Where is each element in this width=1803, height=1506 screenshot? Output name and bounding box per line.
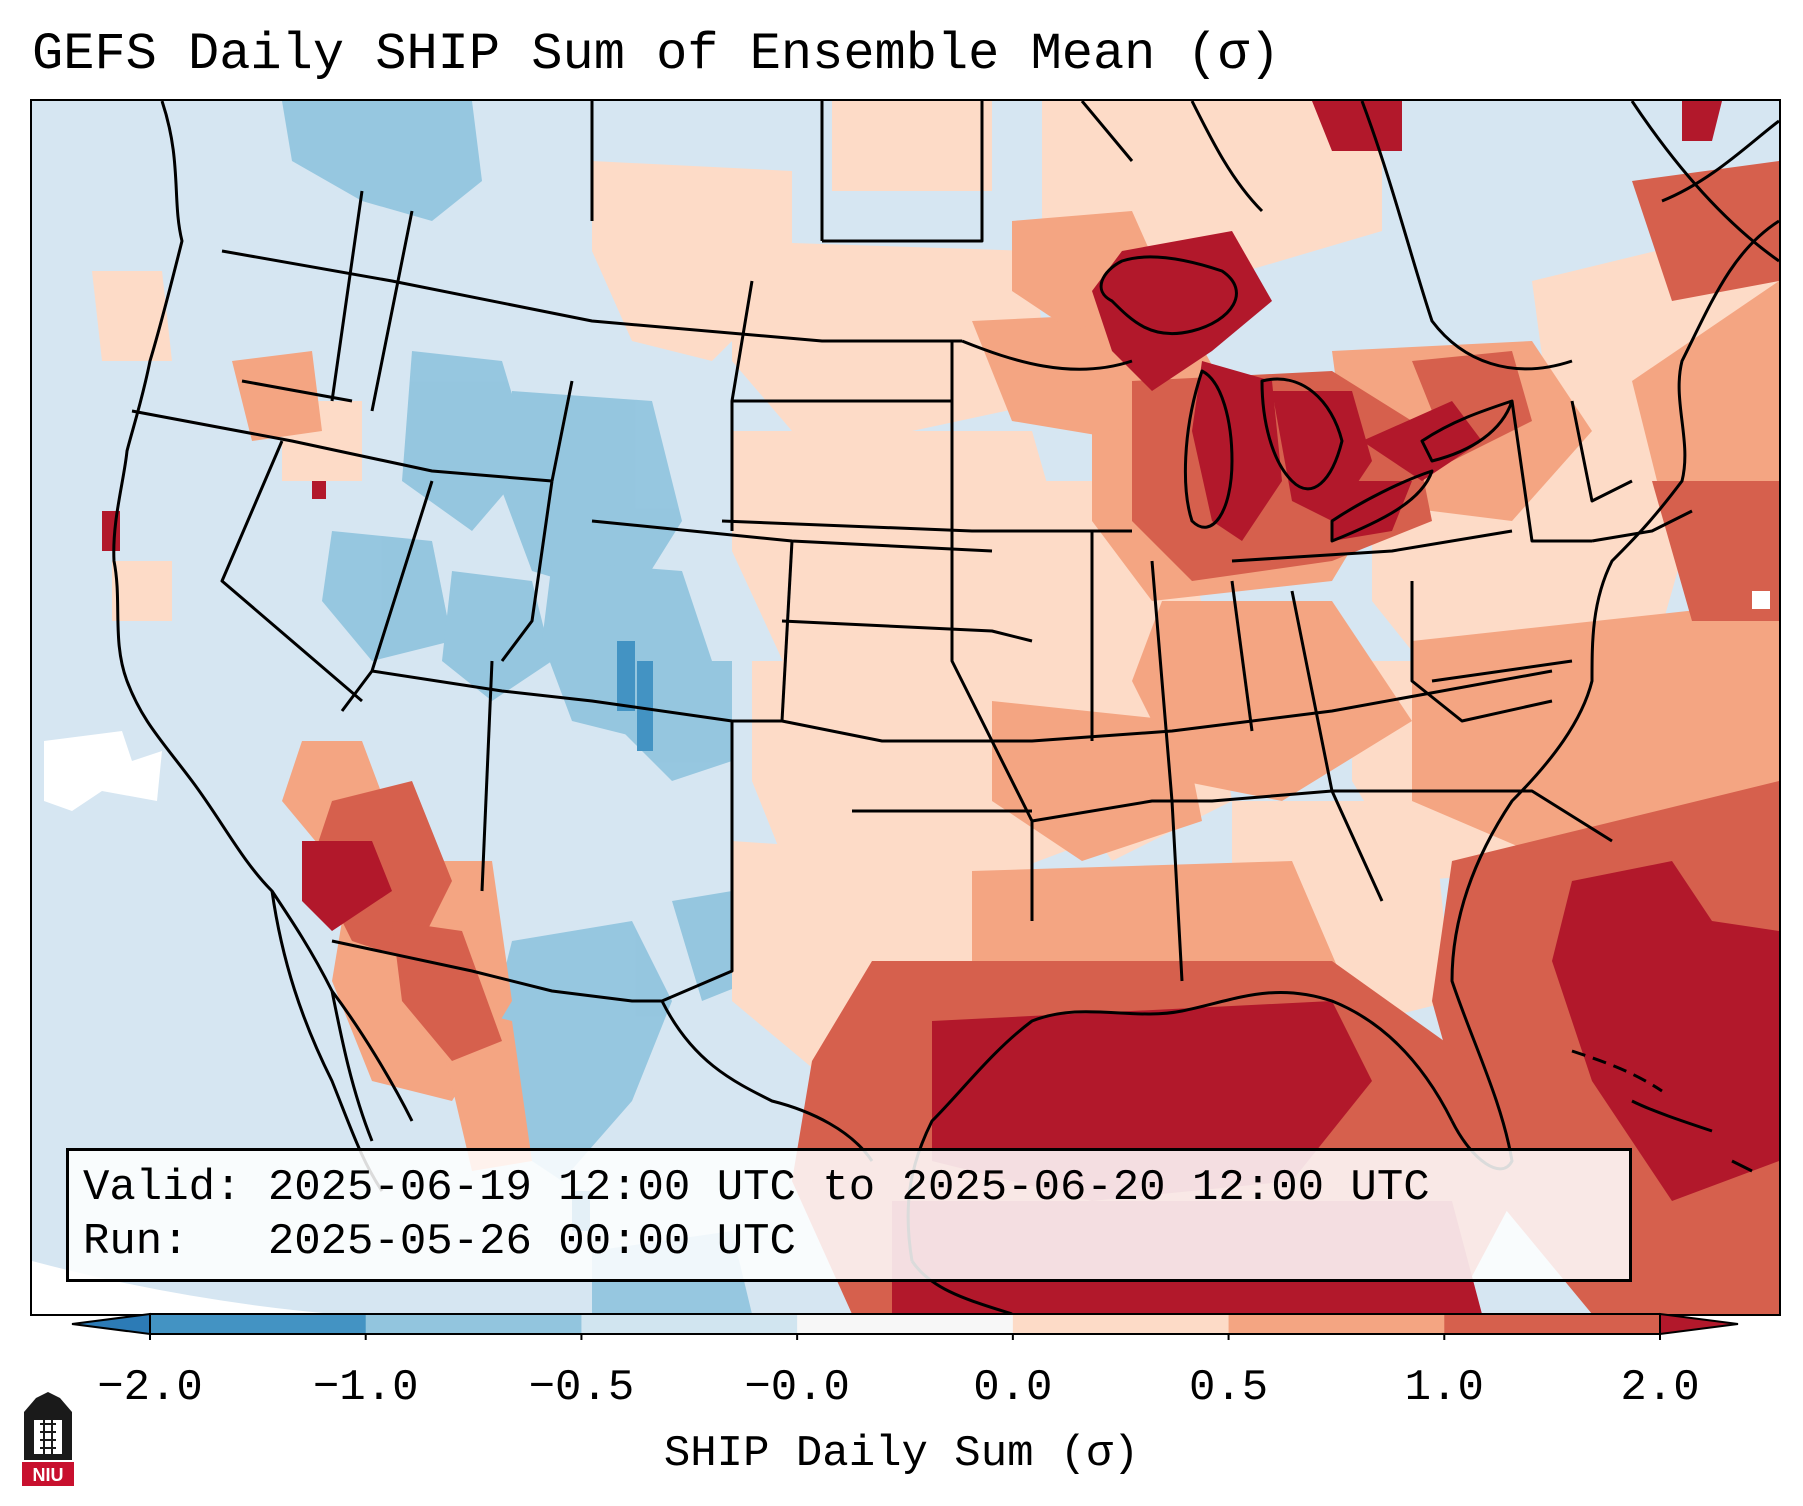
colorbar-over-arrow <box>1659 1312 1739 1336</box>
map-title: GEFS Daily SHIP Sum of Ensemble Mean (σ) <box>32 25 1281 84</box>
valid-label: Valid: <box>83 1163 242 1213</box>
run-value: 2025-05-26 00:00 UTC <box>267 1217 796 1267</box>
missing-data-cell <box>1752 591 1770 609</box>
niu-logo-text: NIU <box>33 1465 64 1485</box>
colorbar-tick-label: −0.0 <box>744 1363 850 1413</box>
colorbar-label: SHIP Daily Sum (σ) <box>663 1429 1140 1479</box>
projection-edge-left <box>32 1261 652 1314</box>
colorbar <box>71 1312 1739 1340</box>
colorbar-bin <box>797 1314 1014 1334</box>
valid-run-info-box: Valid: 2025-06-19 12:00 UTC to 2025-06-2… <box>66 1148 1632 1282</box>
colorbar-bin <box>365 1314 582 1334</box>
niu-logo: NIU <box>22 1392 74 1486</box>
colorbar-tick-label: −2.0 <box>97 1363 203 1413</box>
colorbar-bin <box>581 1314 798 1334</box>
colorbar-bin <box>150 1314 367 1334</box>
colorbar-bin <box>1012 1314 1230 1334</box>
colorbar-outline <box>149 1313 1661 1335</box>
valid-time-line: Valid: 2025-06-19 12:00 UTC to 2025-06-2… <box>83 1161 1430 1215</box>
colorbar-tick-label: 2.0 <box>1620 1363 1700 1413</box>
colorbar-under-arrow <box>71 1312 151 1336</box>
colorbar-tick-label: −0.5 <box>528 1363 635 1413</box>
colorbar-bin <box>1228 1314 1445 1334</box>
ship-anomaly-map <box>32 101 1779 1314</box>
map-panel <box>30 99 1781 1316</box>
colorbar-bin <box>1444 1314 1661 1334</box>
run-time-line: Run: 2025-05-26 00:00 UTC <box>83 1215 796 1269</box>
missing-data-patch <box>44 731 162 811</box>
valid-value: 2025-06-19 12:00 UTC to 2025-06-20 12:00… <box>267 1163 1430 1213</box>
coastlines-and-borders <box>112 101 1779 1314</box>
colorbar-tick-label: 1.0 <box>1404 1363 1484 1413</box>
colorbar-tick-label: −1.0 <box>312 1363 419 1413</box>
run-label: Run: <box>83 1217 189 1267</box>
niu-logo-band <box>22 1462 74 1486</box>
colorbar-tick-label: 0.0 <box>973 1363 1053 1413</box>
colorbar-tick-label: 0.5 <box>1188 1363 1269 1413</box>
